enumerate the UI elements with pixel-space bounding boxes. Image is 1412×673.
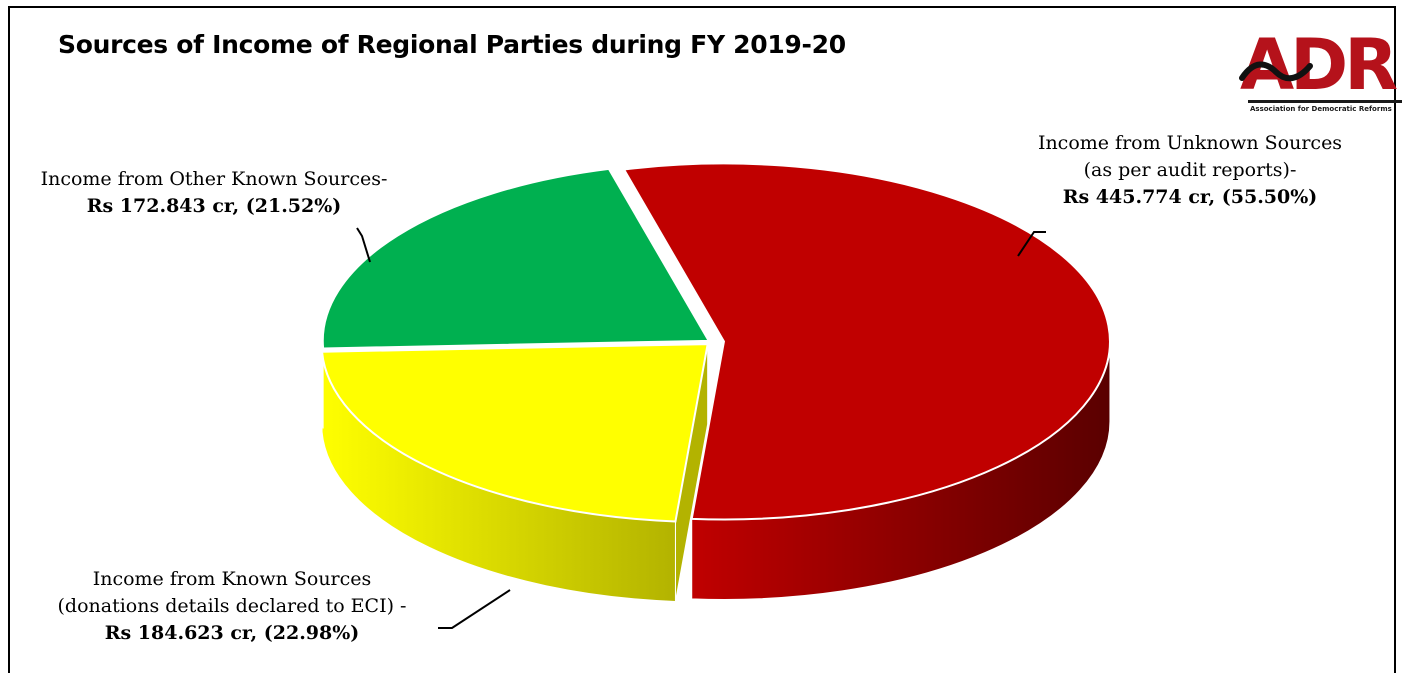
- slice-value: Rs 172.843 cr, (21.52%): [86, 195, 342, 217]
- leader-line-unknown: [1017, 231, 1046, 257]
- pie-tops: [320, 162, 1111, 523]
- pie-slice-other-known-sources: [321, 167, 711, 350]
- slice-label-unknown-sources: Income from Unknown Sources (as per audi…: [1000, 130, 1380, 211]
- logo-swoosh-icon: [1239, 61, 1313, 82]
- label-line: (as per audit reports)-: [1083, 159, 1297, 181]
- slice-value: Rs 445.774 cr, (55.50%): [1062, 186, 1318, 208]
- label-line: Income from Known Sources: [92, 568, 372, 590]
- logo-subtitle: Association for Democratic Reforms: [1250, 105, 1392, 113]
- pie-slice-known-sources: [320, 343, 709, 523]
- leader-line-other: [356, 227, 371, 263]
- leader-lines: [356, 227, 1046, 629]
- adr-logo: ADR Association for Democratic Reforms: [1236, 28, 1406, 120]
- chart-title: Sources of Income of Regional Parties du…: [58, 30, 846, 59]
- slice-value: Rs 184.623 cr, (22.98%): [104, 622, 360, 644]
- slice-label-other-known-sources: Income from Other Known Sources- Rs 172.…: [14, 166, 414, 220]
- label-line: Income from Unknown Sources: [1037, 132, 1343, 154]
- slice-label-known-sources: Income from Known Sources (donations det…: [22, 566, 442, 647]
- label-line: Income from Other Known Sources-: [40, 168, 388, 190]
- logo-underline: [1248, 100, 1402, 103]
- leader-line-known: [438, 589, 511, 629]
- label-line: (donations details declared to ECI) -: [57, 595, 407, 617]
- pie-slice-unknown-sources: [622, 162, 1111, 521]
